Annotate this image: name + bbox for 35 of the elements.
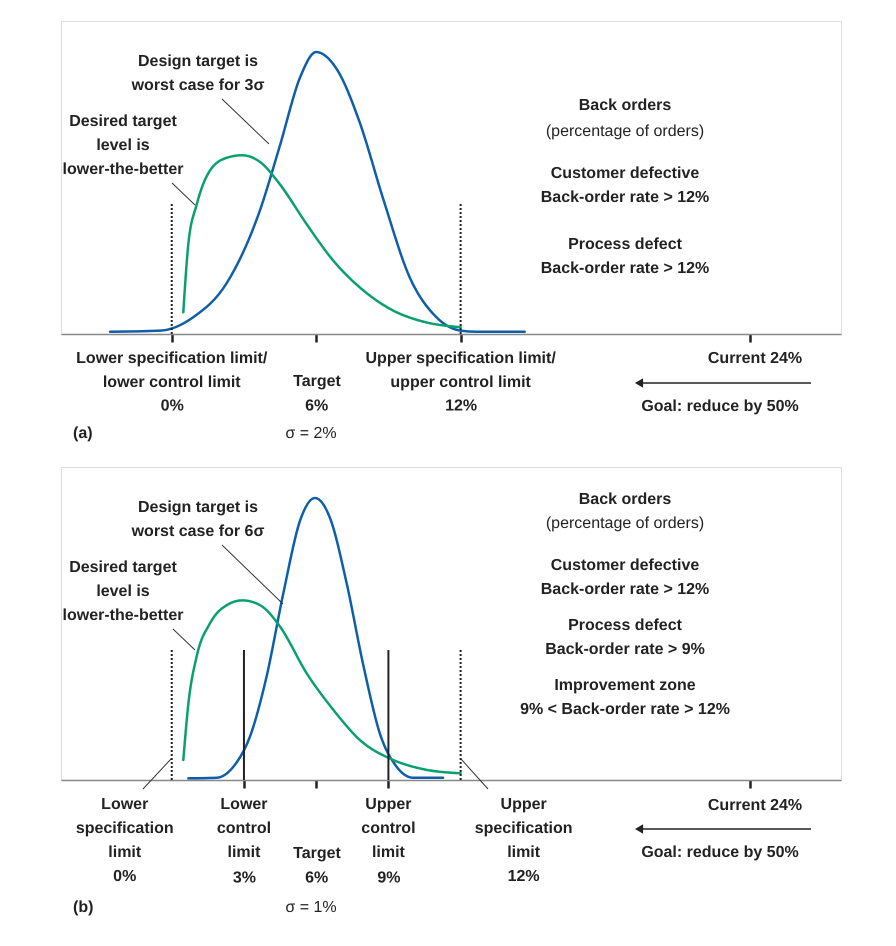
text: Goal: reduce by 50% xyxy=(641,844,799,861)
annotation: Desired target level is lower-the-better xyxy=(62,113,184,178)
ref-line-label: Lower specification limit 0% xyxy=(76,796,174,885)
annotation: Process defect Back-order rate > 9% xyxy=(545,617,705,658)
annotation: Process defect Back-order rate > 12% xyxy=(540,236,710,277)
annotation: Back orders xyxy=(578,97,672,114)
annotation: (percentage of orders) xyxy=(546,515,704,532)
ref-line-label: Lower control limit xyxy=(216,796,272,861)
text: (b) xyxy=(73,899,94,916)
ref-line-label: Upper control limit xyxy=(361,796,416,861)
x-tick-label: 9% xyxy=(377,870,400,886)
annotation: (percentage of orders) xyxy=(546,123,704,140)
annotation: Customer defective Back-order rate > 12% xyxy=(540,165,710,206)
ref-line-label: Upper specification limit/ upper control limit xyxy=(365,350,556,391)
x-tick-label: 3% xyxy=(232,870,256,886)
x-tick-label: 0% xyxy=(160,398,184,414)
text: Current 24% xyxy=(708,350,802,367)
x-tick-label: 12% xyxy=(445,398,478,414)
annotation: Customer defective Back-order rate > 12% xyxy=(540,557,710,598)
text: Current 24% xyxy=(708,797,802,814)
text: σ = 1% xyxy=(285,899,337,916)
ref-line-label: Lower specification limit/ lower control limit xyxy=(76,350,268,391)
annotation: Improvement zone 9% < Back-order rate > 12% xyxy=(520,677,730,718)
text: σ = 2% xyxy=(285,425,337,442)
ref-line-label: Upper specification limit 12% xyxy=(474,796,573,885)
x-tick-label: 6% xyxy=(305,398,328,414)
text: Goal: reduce by 50% xyxy=(641,398,799,415)
annotation: Back orders xyxy=(578,491,672,508)
text: Target xyxy=(293,845,342,862)
text: (a) xyxy=(73,425,93,442)
x-tick-label: 6% xyxy=(305,870,328,886)
annotation: Desired target level is lower-the-better xyxy=(62,559,184,624)
annotation: Design target is worst case for 6σ xyxy=(130,499,264,540)
annotation: Design target is worst case for 3σ xyxy=(130,53,264,94)
text: Target xyxy=(293,373,342,390)
